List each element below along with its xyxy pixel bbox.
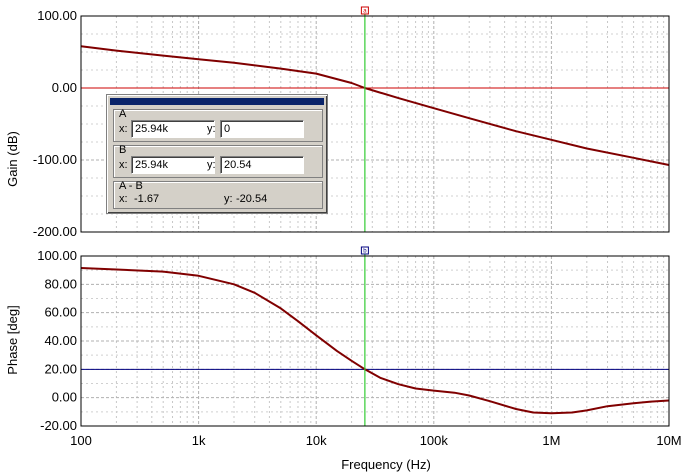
phase-plot-frame [80, 255, 670, 427]
phase-y-tick-label: 40.00 [44, 333, 77, 348]
cursor-b-marker[interactable] [360, 246, 369, 255]
phase-y-tick-label: 20.00 [44, 361, 77, 376]
cursor-panel-titlebar[interactable] [110, 98, 324, 105]
gain-axis-title: Gain (dB) [5, 131, 20, 187]
frequency-tick-label: 10M [656, 433, 681, 448]
phase-axis-title: Phase [deg] [5, 305, 20, 374]
cursor-diff-x-label: x: [119, 193, 128, 205]
frequency-tick-label: 1k [192, 433, 206, 448]
phase-y-tick-label: 0.00 [52, 390, 77, 405]
cursor-diff-label: A - B [119, 180, 143, 192]
phase-y-tick-label: 80.00 [44, 276, 77, 291]
gain-y-tick-label: -100.00 [33, 152, 77, 167]
cursor-a-x-label: x: [119, 123, 128, 135]
phase-y-tick-label: 100.00 [37, 248, 77, 263]
cursor-a-y-field[interactable]: 0 [220, 120, 304, 138]
gain-plot-frame [80, 15, 670, 233]
cursor-readout-panel[interactable]: A x: 25.94k y: 0 B x: 25.94k y: 20.54 A … [106, 94, 328, 214]
cursor-b-y-field[interactable]: 20.54 [220, 156, 304, 174]
frequency-axis-title: Frequency (Hz) [341, 457, 431, 472]
cursor-b-label: B [119, 144, 127, 156]
cursor-b-group: B x: 25.94k y: 20.54 [113, 144, 323, 178]
cursor-diff-group: A - B x: -1.67 y: -20.54 [113, 180, 323, 209]
frequency-tick-label: 100k [420, 433, 449, 448]
cursor-diff-y-label: y: [224, 193, 233, 205]
cursor-diff-x-value: -1.67 [134, 193, 160, 205]
gain-y-tick-label: 0.00 [52, 80, 77, 95]
cursor-b-x-field[interactable]: 25.94k [131, 156, 215, 174]
frequency-tick-label: 1M [542, 433, 560, 448]
gain-y-tick-label: 100.00 [37, 8, 77, 23]
cursor-a-marker-letter: a [363, 9, 367, 15]
cursor-a-group: A x: 25.94k y: 0 [113, 108, 323, 142]
gain-y-tick-label: -200.00 [33, 224, 77, 239]
cursor-a-x-field[interactable]: 25.94k [131, 120, 215, 138]
frequency-tick-label: 100 [70, 433, 92, 448]
cursor-a-y-label: y: [207, 123, 216, 135]
cursor-b-x-label: x: [119, 159, 128, 171]
cursor-a-marker[interactable] [360, 6, 369, 15]
phase-plot-area [81, 256, 669, 426]
cursor-b-marker-letter: b [363, 249, 367, 255]
phase-y-tick-label: 60.00 [44, 305, 77, 320]
cursor-diff-y-value: -20.54 [236, 193, 268, 205]
frequency-tick-label: 10k [306, 433, 327, 448]
cursor-a-label: A [119, 108, 127, 120]
phase-y-tick-label: -20.00 [40, 418, 77, 433]
phase-curve [80, 267, 670, 415]
cursor-b-y-label: y: [207, 159, 216, 171]
